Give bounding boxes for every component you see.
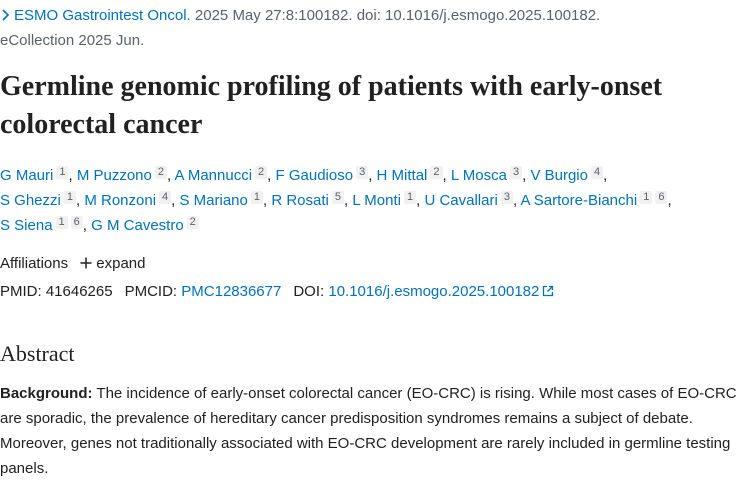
author: A Mannucci 2 [174, 166, 271, 184]
author: S Ghezzi 1 [0, 191, 80, 209]
affiliation-number[interactable]: 6 [70, 216, 83, 229]
expand-label[interactable]: expand [96, 255, 146, 272]
author: F Gaudioso 3 [275, 166, 372, 184]
author-name[interactable]: S Siena [0, 217, 53, 234]
author: L Mosca 3 [450, 166, 526, 184]
affiliation-number[interactable]: 4 [591, 166, 604, 179]
author-name[interactable]: S Ghezzi [0, 192, 61, 209]
author-name[interactable]: L Monti [352, 192, 401, 209]
affiliation-number[interactable]: 1 [63, 191, 76, 204]
article-title: Germline genomic profiling of patients w… [0, 71, 663, 140]
identifier-label: PMID: [0, 283, 42, 300]
author: L Monti 1 [352, 191, 420, 209]
identifier: DOI: 10.1016/j.esmogo.2025.100182 [293, 283, 554, 300]
author: R Rosati 5 [271, 191, 348, 209]
author-name[interactable]: U Cavallari [424, 192, 498, 209]
section-label: Background: [0, 385, 93, 402]
author-name[interactable]: H Mittal [376, 167, 428, 184]
author: S Mariano 1 [179, 191, 267, 209]
plus-icon [80, 257, 92, 269]
identifier-value[interactable]: 10.1016/j.esmogo.2025.100182 [328, 283, 540, 300]
author-name[interactable]: G Mauri [0, 167, 54, 184]
identifier-value[interactable]: PMC12836677 [181, 283, 282, 300]
affiliation-number[interactable]: 3 [500, 191, 513, 204]
ecollection: eCollection 2025 Jun. [0, 32, 145, 49]
author: H Mittal 2 [376, 166, 447, 184]
affiliation-number[interactable]: 2 [430, 166, 443, 179]
author-name[interactable]: M Puzzono [76, 167, 152, 184]
author-name[interactable]: G M Cavestro [91, 217, 184, 234]
author: G Mauri 1 [0, 166, 73, 184]
affiliation-number[interactable]: 1 [56, 166, 69, 179]
affiliation-number[interactable]: 5 [331, 191, 344, 204]
affiliation-number[interactable]: 1 [403, 191, 417, 204]
journal-link[interactable]: ESMO Gastrointest Oncol. [0, 7, 191, 24]
identifier: PMID: 41646265 [0, 283, 113, 300]
author: V Burgio 4 [530, 166, 607, 184]
affiliations-row: Affiliations expand [0, 252, 145, 276]
author-name[interactable]: R Rosati [271, 192, 329, 209]
affiliation-number[interactable]: 2 [186, 216, 199, 229]
author: G M Cavestro 2 [91, 216, 199, 234]
affiliations-label: Affiliations [0, 255, 69, 272]
affiliation-number[interactable]: 1 [640, 191, 653, 204]
identifiers: PMID: 41646265 PMCID: PMC12836677 DOI: 10.… [0, 280, 566, 304]
affiliation-number[interactable]: 3 [356, 166, 369, 179]
affiliation-number[interactable]: 2 [255, 166, 268, 179]
identifier-label: PMCID: [124, 283, 178, 300]
author-name[interactable]: M Ronzoni [84, 192, 157, 209]
affiliation-number[interactable]: 1 [55, 216, 68, 229]
citation-details: 2025 May 27:8:100182. doi: 10.1016/j.esm… [190, 7, 601, 24]
author-name[interactable]: F Gaudioso [275, 167, 354, 184]
affiliation-number[interactable]: 4 [159, 191, 172, 204]
external-link-icon [543, 285, 554, 297]
affiliation-number[interactable]: 1 [250, 191, 263, 204]
section-text: The incidence of early-onset colorectal … [0, 385, 737, 477]
chevron-icon [2, 9, 10, 21]
author-name[interactable]: V Burgio [530, 167, 588, 184]
citation: ESMO Gastrointest Oncol. 2025 May 27:8:1… [0, 3, 745, 53]
author-name[interactable]: A Sartore-Bianchi [520, 192, 638, 209]
abstract-heading: Abstract [0, 341, 75, 366]
author-name[interactable]: L Mosca [450, 167, 507, 184]
author: M Ronzoni 4 [84, 191, 175, 209]
affiliation-number[interactable]: 3 [509, 166, 523, 179]
identifier: PMCID: PMC12836677 [125, 283, 282, 300]
author-name[interactable]: S Mariano [179, 192, 248, 209]
journal[interactable]: ESMO Gastrointest Oncol. [14, 7, 191, 24]
author-name[interactable]: A Mannucci [174, 167, 253, 184]
expand-toggle[interactable]: expand [80, 255, 145, 272]
identifier-value: 41646265 [45, 283, 113, 300]
author: U Cavallari 3 [424, 191, 517, 209]
affiliation-number[interactable]: 2 [154, 166, 167, 179]
author: S Siena 1 6 [0, 216, 87, 234]
abstract-body: Background: The incidence of early-onset… [0, 381, 748, 481]
author: M Puzzono 2 [76, 166, 171, 184]
author: A Sartore-Bianchi 1 6 [520, 191, 672, 209]
affiliation-number[interactable]: 6 [655, 191, 668, 204]
identifier-label: DOI: [293, 283, 325, 300]
